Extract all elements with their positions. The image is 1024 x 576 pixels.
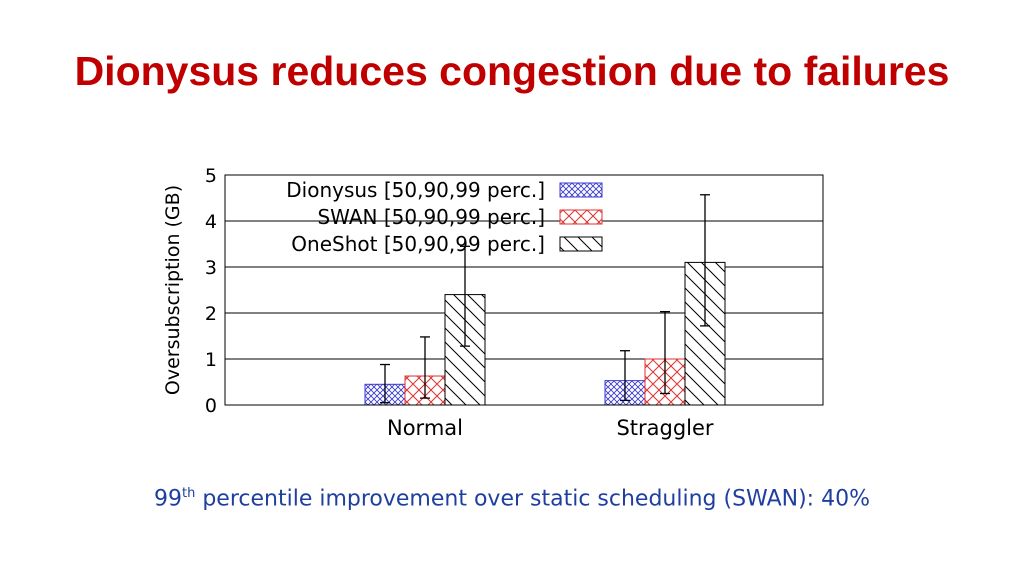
error-bars-group	[380, 194, 710, 404]
legend: Dionysus [50,90,99 perc.] SWAN [50,90,99 …	[286, 178, 603, 256]
y-axis-ticks: 0 1 2 3 4 5	[205, 165, 231, 417]
y-axis-label: Oversubscription (GB)	[162, 185, 184, 395]
x-tick-label: Straggler	[616, 416, 713, 440]
y-tick-label: 1	[205, 349, 217, 371]
y-tick-label: 5	[205, 165, 217, 187]
legend-swatch	[559, 236, 603, 252]
legend-swatch	[559, 182, 603, 198]
legend-label: Dionysus [50,90,99 perc.]	[286, 178, 545, 202]
y-tick-label: 4	[205, 211, 217, 233]
caption-text: percentile improvement over static sched…	[195, 486, 870, 512]
plot-frame	[224, 174, 824, 406]
caption: 99th percentile improvement over static …	[0, 486, 1024, 511]
slide-title: Dionysus reduces congestion due to failu…	[74, 48, 950, 94]
caption-prefix: 99	[154, 486, 182, 512]
y-tick-label: 3	[205, 257, 217, 279]
x-axis-ticks: Normal Straggler	[387, 416, 714, 440]
legend-label: OneShot [50,90,99 perc.]	[291, 232, 545, 256]
legend-swatch	[559, 209, 603, 225]
caption-superscript: th	[182, 486, 196, 501]
bar-chart: 0 1 2 3 4 5 Normal Straggler Oversubscription …	[162, 165, 824, 440]
x-tick-label: Normal	[387, 416, 463, 440]
y-tick-label: 0	[205, 395, 217, 417]
y-tick-label: 2	[205, 303, 217, 325]
bars-group	[364, 261, 726, 406]
chart-container: 0 1 2 3 4 5 Normal Straggler Oversubscription …	[155, 150, 845, 450]
legend-label: SWAN [50,90,99 perc.]	[317, 205, 545, 229]
